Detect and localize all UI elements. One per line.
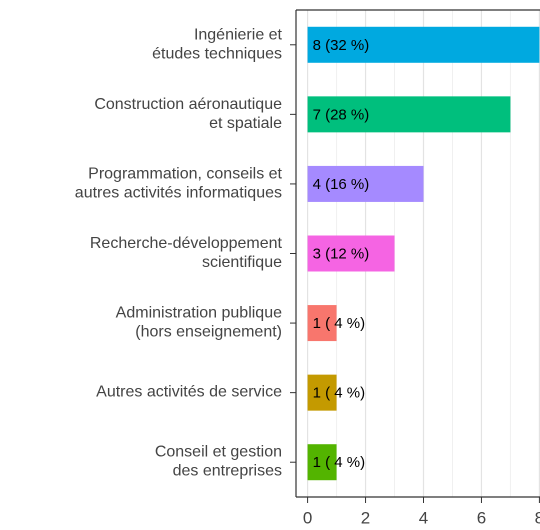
x-tick-label: 6 bbox=[477, 508, 486, 527]
y-tick-label: Administration publique (hors enseignemen… bbox=[116, 305, 282, 341]
y-tick-label: Ingénierie et études techniques bbox=[152, 27, 282, 63]
x-tick-label: 2 bbox=[361, 508, 370, 527]
bar bbox=[307, 96, 511, 133]
bar bbox=[307, 235, 395, 272]
value-label: 1 ( 4 %) bbox=[313, 385, 366, 402]
value-label: 1 ( 4 %) bbox=[313, 454, 366, 471]
bar bbox=[307, 26, 540, 63]
value-label: 1 ( 4 %) bbox=[313, 315, 366, 332]
bar bbox=[307, 165, 424, 202]
x-tick-label: 8 bbox=[535, 508, 540, 527]
y-tick-label: Programmation, conseils et autres activit… bbox=[75, 166, 283, 202]
x-tick-label: 0 bbox=[303, 508, 312, 527]
bars bbox=[307, 26, 540, 481]
bar bbox=[307, 305, 337, 342]
y-tick-label: Construction aéronautique et spatiale bbox=[94, 96, 282, 132]
bar bbox=[307, 374, 337, 411]
y-tick-label: Conseil et gestion des entreprises bbox=[155, 444, 282, 480]
y-tick-label: Autres activités de service bbox=[96, 384, 282, 401]
y-tick-label: Recherche-développement scientifique bbox=[90, 235, 283, 271]
foreground: 0 2 4 6 8 8 (32 %) Ingénierie et études techniq… bbox=[75, 9, 540, 527]
bar bbox=[307, 444, 337, 481]
x-tick-label: 4 bbox=[419, 508, 428, 527]
value-label: 3 (12 %) bbox=[313, 245, 370, 262]
value-label: 8 (32 %) bbox=[313, 37, 370, 54]
value-label: 4 (16 %) bbox=[313, 176, 370, 193]
value-label: 7 (28 %) bbox=[313, 106, 370, 123]
